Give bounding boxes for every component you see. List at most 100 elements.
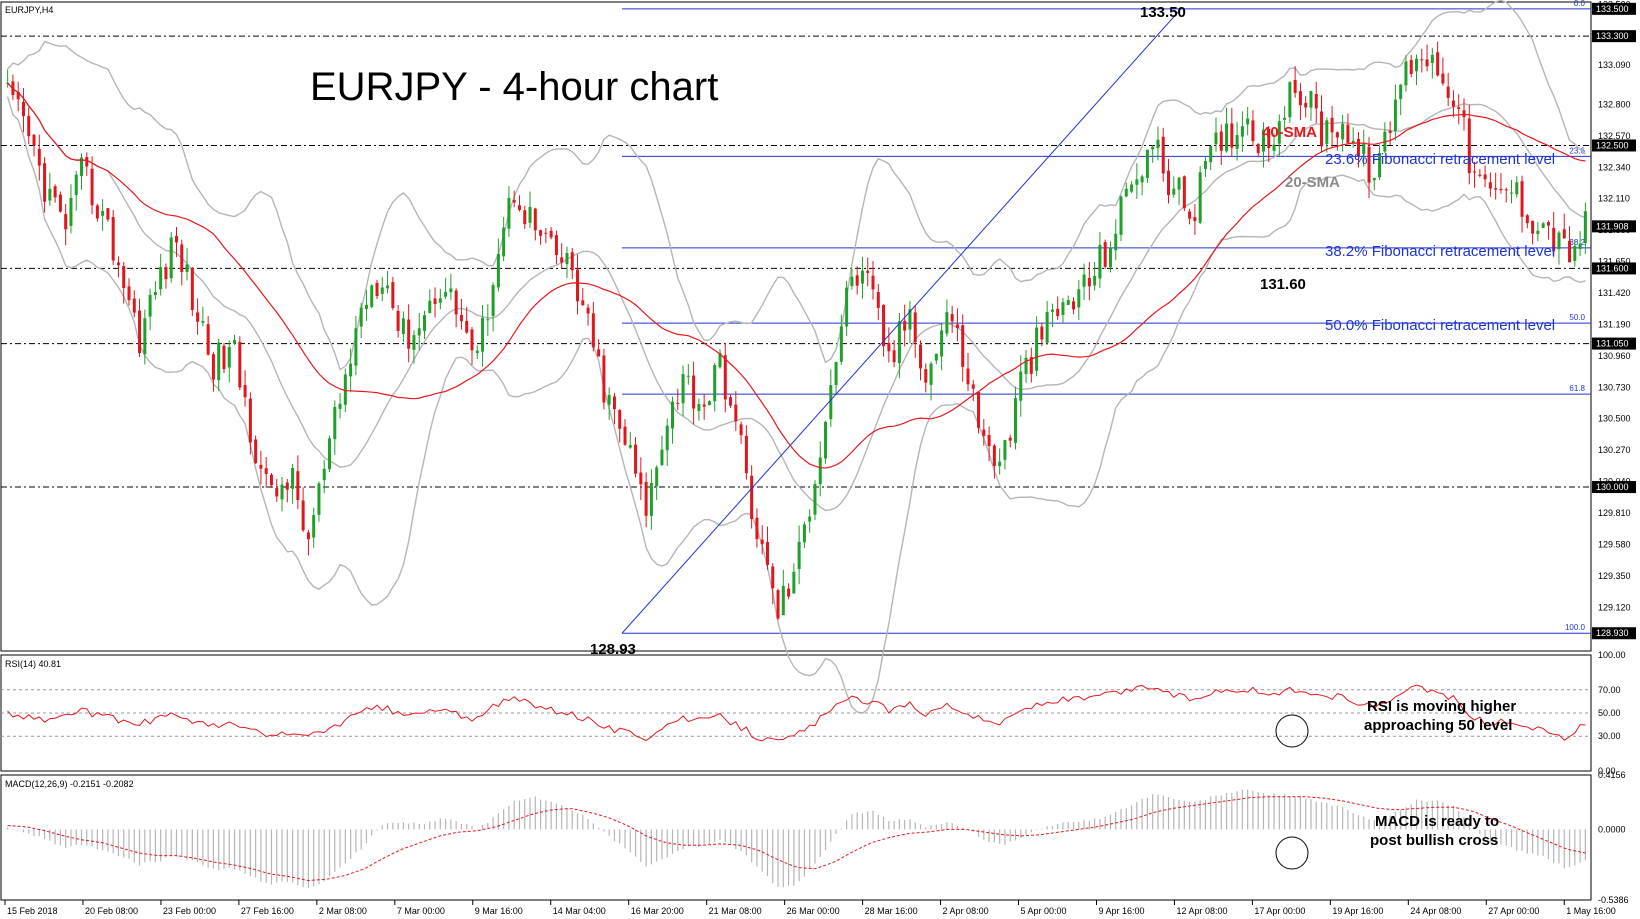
candle-body [576,269,580,302]
candle-body [69,197,73,226]
candle-body [143,318,147,355]
price-tick: 130.960 [1598,351,1631,361]
price-label: 133.500 [1596,4,1629,14]
candle-body [586,307,590,314]
candle-body [481,317,485,352]
candle-body [1003,440,1007,460]
candle-body [1473,171,1477,173]
candle-body [1203,161,1207,169]
candle-body [781,585,785,616]
candle-body [1098,244,1102,279]
candle-body [138,310,142,354]
candle-body [74,174,78,196]
candle-body [1430,54,1434,64]
candle-body [876,292,880,308]
candle-body [95,205,99,219]
fibo-ratio-2: 38.2 [1569,238,1585,247]
candle-body [1467,118,1471,174]
candle-body [1309,91,1313,108]
candle-body [1156,139,1160,149]
candle-body [1272,144,1276,151]
candle-body [977,392,981,428]
candle-body [686,375,690,377]
candle-body [570,252,574,271]
candle-body [871,275,875,290]
candle-body [1024,357,1028,374]
candle-body [1167,170,1171,196]
rsi-highlight-circle [1275,714,1309,748]
candle-body [1019,371,1023,401]
candle-body [676,402,680,404]
fibo-label-23-6: 23.6% Fibonacci retracement level [1325,151,1555,168]
candle-body [422,315,426,331]
time-label: 17 Apr 00:00 [1254,906,1305,916]
candle-body [1087,277,1091,287]
candle-body [64,214,68,230]
candle-body [1050,309,1054,312]
time-label: 2 Apr 08:00 [943,906,989,916]
sma20-label: 20-SMA [1285,174,1340,191]
candle-body [1356,138,1360,157]
candle-body [1225,123,1229,152]
candle-body [122,266,126,288]
price-label-box [1592,220,1636,233]
candle-body [1077,289,1081,308]
candle-body [85,156,89,167]
candle-body [1177,177,1181,190]
candle-body [222,345,226,370]
candle-body [1304,102,1308,108]
fibo-ratio-4: 61.8 [1569,384,1585,393]
rsi-indicator: 100.00 70.00 50.00 30.00 0.00 [1,650,1626,776]
price-label: 132.500 [1596,140,1629,150]
rsi-note-line2: approaching 50 level [1364,717,1512,734]
time-label: 19 Apr 16:00 [1332,906,1383,916]
candle-body [238,341,242,388]
trend-line [621,8,1182,634]
price-label-box [1592,627,1636,640]
candle-body [296,471,300,500]
time-label: 9 Mar 16:00 [475,906,523,916]
candle-body [254,439,258,464]
candle-body [1035,327,1039,371]
candle-body [169,237,173,279]
candle-body [1209,146,1213,163]
candle-body [338,403,342,409]
candle-body [1188,211,1192,219]
candle-body [1415,58,1419,72]
candle-body [269,474,273,486]
price-label-box [1592,2,1636,15]
macd-tick: 0.0000 [1598,824,1626,834]
candle-body [444,291,448,297]
candle-body [90,168,94,206]
bollinger-lower [6,96,1586,714]
price-label: 131.600 [1596,263,1629,273]
macd-note-line1: MACD is ready to [1375,813,1499,830]
candle-body [185,264,189,273]
fibonacci-retracement: 0.0 23.6 38.2 50.0 61.8 100.0 [622,0,1591,634]
candle-body [1256,144,1260,154]
candle-body [1103,242,1107,267]
candle-body [591,313,595,348]
candle-body [765,541,769,565]
candle-body [544,232,548,234]
candle-body [1388,130,1392,133]
macd-indicator: 0.4156 0.0000 -0.5386 [7,770,1629,905]
candle-body [1108,247,1112,268]
candle-body [523,210,527,225]
rsi-line [7,684,1586,742]
candle-body [1335,132,1339,138]
time-label: 12 Apr 08:00 [1176,906,1227,916]
macd-tick: -0.5386 [1598,895,1629,905]
candle-body [1478,174,1482,176]
candle-body [628,444,632,448]
candle-body [1509,192,1513,194]
candle-body [1119,196,1123,235]
candle-body [1219,131,1223,151]
candle-body [908,309,912,330]
candle-body [824,421,828,459]
time-label: 15 Feb 2018 [7,906,58,916]
price-tick: 129.120 [1598,602,1631,612]
candle-body [660,449,664,465]
candle-body [58,194,62,212]
candle-body [174,236,178,243]
